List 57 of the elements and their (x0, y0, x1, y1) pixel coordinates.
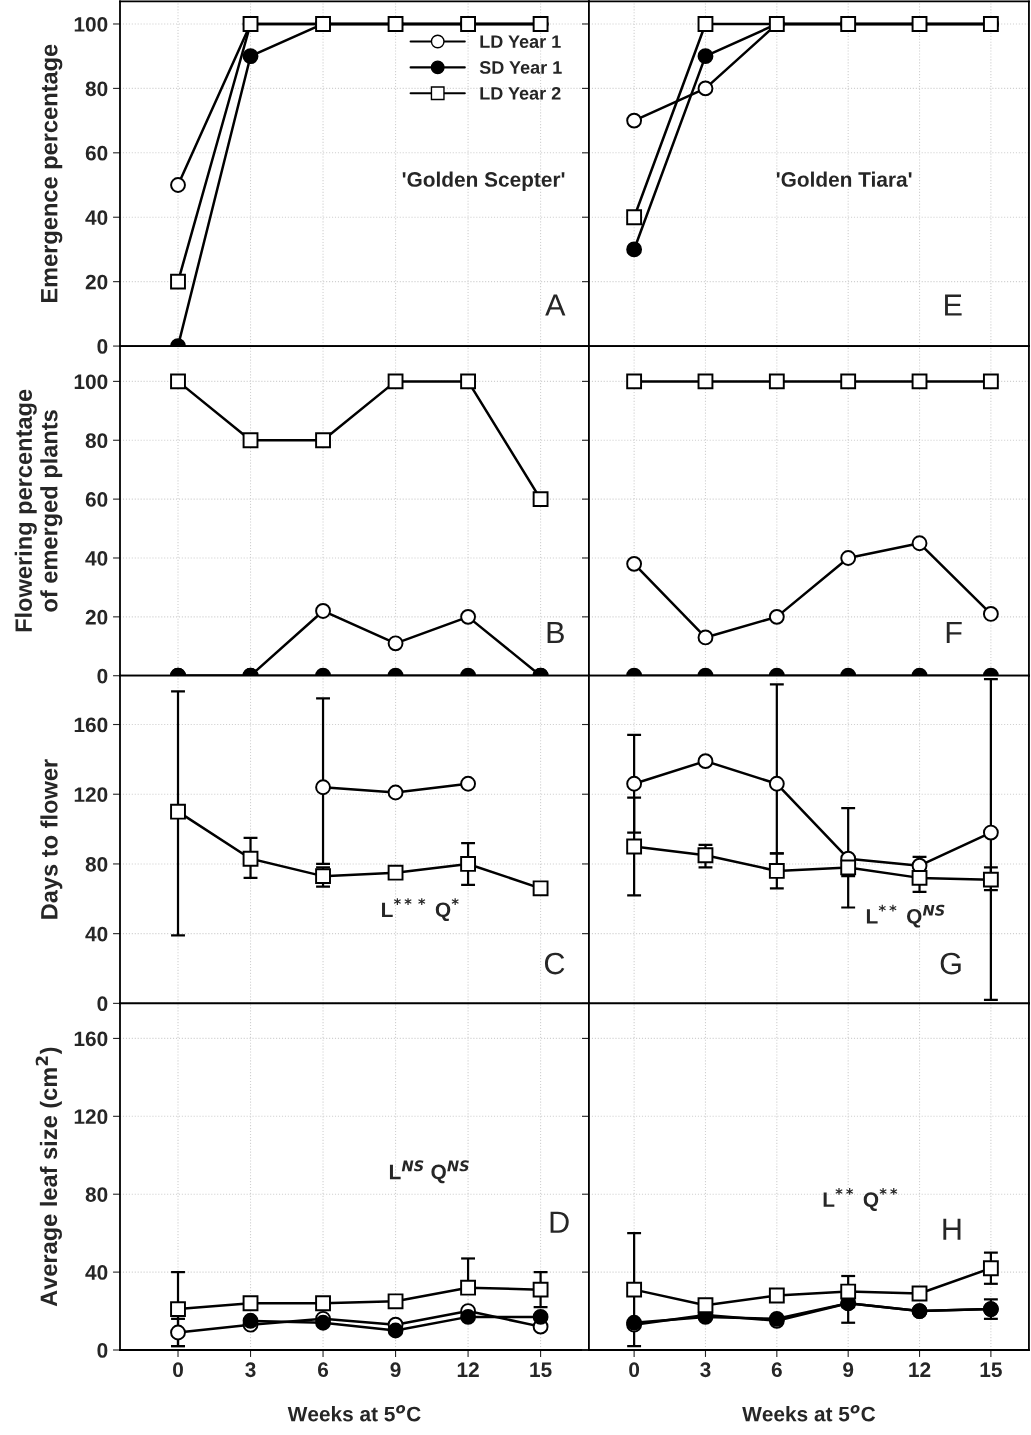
y-tick-label: 80 (85, 81, 108, 97)
y-tick-label: 40 (85, 1265, 108, 1280)
annotation: E (945, 294, 962, 316)
y-tick-label: 120 (74, 1109, 108, 1125)
x-tick-label: 0 (629, 1362, 640, 1378)
y-tick-label: 20 (85, 609, 108, 625)
y-axis-title: Flowering percentage of emerged plants (14, 389, 63, 632)
y-tick-label: 80 (85, 1187, 108, 1202)
annotation: L$^{NS}$ Q$^{NS}$ (389, 1160, 469, 1184)
y-tick-label: 40 (85, 550, 108, 566)
y-axis-title: Days to flower (40, 759, 63, 919)
y-tick-label: 80 (85, 856, 108, 872)
y-tick-label: 0 (97, 1343, 108, 1358)
x-tick-label: 12 (909, 1362, 931, 1377)
annotation: B (547, 621, 564, 644)
y-tick-label: 40 (85, 926, 108, 942)
annotation: L$^{***}$ Q$^{*}$ (382, 898, 459, 922)
x-tick-label: 6 (318, 1362, 329, 1378)
x-tick-label: 3 (245, 1362, 256, 1378)
annotation: L$^{**}$ Q$^{**}$ (823, 1188, 898, 1211)
annotation: C (544, 952, 565, 975)
y-tick-label: 60 (85, 492, 108, 507)
x-tick-label: 9 (390, 1362, 401, 1378)
y-tick-label: 20 (85, 274, 108, 290)
y-tick-label: 120 (74, 787, 108, 802)
annotation: 'Golden Tiara' (776, 171, 912, 187)
annotation: F (946, 621, 962, 644)
x-tick-label: 6 (771, 1362, 782, 1378)
x-tick-label: 15 (980, 1362, 1002, 1378)
annotation: G (940, 952, 961, 975)
x-tick-label: 15 (530, 1362, 552, 1378)
legend-label: LD Year 2 (480, 86, 561, 100)
annotation: H (943, 1218, 961, 1240)
y-axis-title: Average leaf size (cm$^{2}$) (35, 1047, 62, 1307)
y-tick-label: 160 (74, 717, 108, 733)
legend-label: SD Year 1 (479, 61, 562, 74)
x-tick-label: 3 (700, 1362, 711, 1378)
annotation: D (550, 1211, 569, 1233)
y-tick-label: 0 (97, 339, 108, 354)
y-tick-label: 0 (97, 996, 108, 1012)
y-tick-label: 80 (85, 433, 108, 449)
x-tick-label: 9 (843, 1362, 854, 1378)
y-tick-label: 160 (74, 1031, 108, 1047)
x-axis-title: Weeks at 5$^{o}$C (742, 1405, 876, 1422)
x-axis-title: Weeks at 5$^{o}$C (287, 1405, 421, 1422)
y-tick-label: 60 (85, 145, 108, 161)
x-tick-label: 0 (173, 1362, 183, 1378)
y-axis-title: Emergence percentage (41, 44, 63, 303)
annotation: A (545, 294, 566, 316)
annotation: L$^{**}$ Q$^{NS}$ (866, 904, 945, 928)
annotation: 'Golden Scepter' (402, 171, 565, 191)
y-tick-label: 40 (85, 210, 108, 225)
legend-label: LD Year 1 (480, 35, 561, 49)
y-tick-label: 0 (97, 668, 108, 684)
y-tick-label: 100 (74, 16, 108, 32)
y-tick-label: 100 (74, 374, 108, 390)
x-tick-label: 12 (457, 1362, 479, 1377)
